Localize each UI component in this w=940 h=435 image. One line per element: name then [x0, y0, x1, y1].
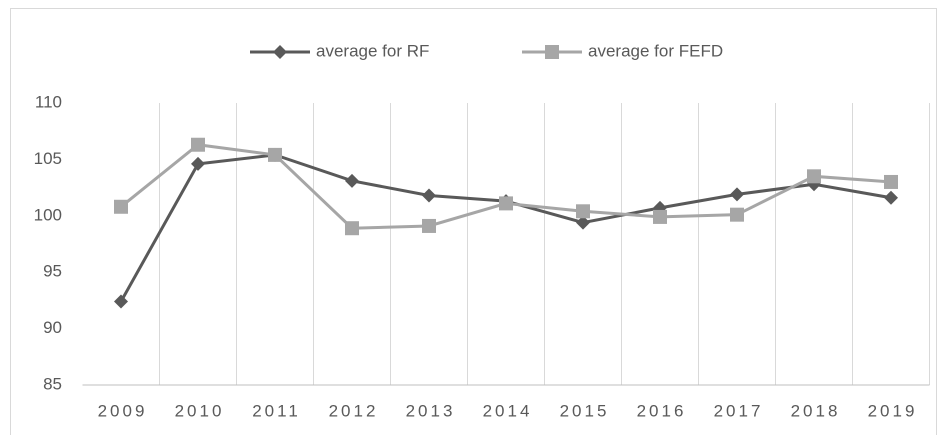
legend-label: average for RF: [316, 41, 429, 60]
y-tick-label: 90: [43, 318, 62, 337]
x-tick-label: 2015: [560, 401, 610, 420]
data-point: [807, 169, 821, 184]
data-point: [576, 215, 590, 230]
data-point: [730, 187, 744, 202]
y-tick-label: 85: [43, 374, 62, 393]
y-tick-label: 105: [34, 149, 62, 168]
y-tick-label: 110: [35, 92, 62, 111]
x-tick-label: 2016: [637, 401, 687, 420]
data-point: [114, 199, 128, 214]
x-tick-label: 2013: [406, 401, 456, 420]
chart-border: [10, 8, 937, 435]
data-point: [884, 190, 898, 205]
legend-marker: [273, 45, 287, 59]
data-point: [576, 204, 590, 219]
legend-marker: [545, 45, 559, 59]
data-point: [422, 188, 436, 203]
x-tick-label: 2011: [252, 401, 301, 420]
data-point: [653, 209, 667, 224]
y-tick-label: 95: [43, 262, 62, 281]
x-tick-label: 2019: [868, 401, 918, 420]
data-point: [730, 207, 744, 222]
y-tick-label: 100: [34, 205, 62, 224]
x-tick-label: 2014: [483, 401, 533, 420]
data-point: [191, 156, 205, 171]
data-point: [191, 137, 205, 152]
data-point: [499, 196, 513, 211]
data-point: [114, 294, 128, 309]
x-tick-label: 2018: [791, 401, 841, 420]
x-tick-label: 2010: [175, 401, 225, 420]
data-point: [268, 147, 282, 162]
data-point: [345, 173, 359, 188]
legend-label: average for FEFD: [588, 41, 723, 60]
data-point: [884, 174, 898, 189]
data-point: [345, 221, 359, 236]
data-point: [422, 218, 436, 233]
x-tick-label: 2009: [98, 401, 148, 420]
x-tick-label: 2017: [714, 401, 764, 420]
x-tick-label: 2012: [329, 401, 379, 420]
